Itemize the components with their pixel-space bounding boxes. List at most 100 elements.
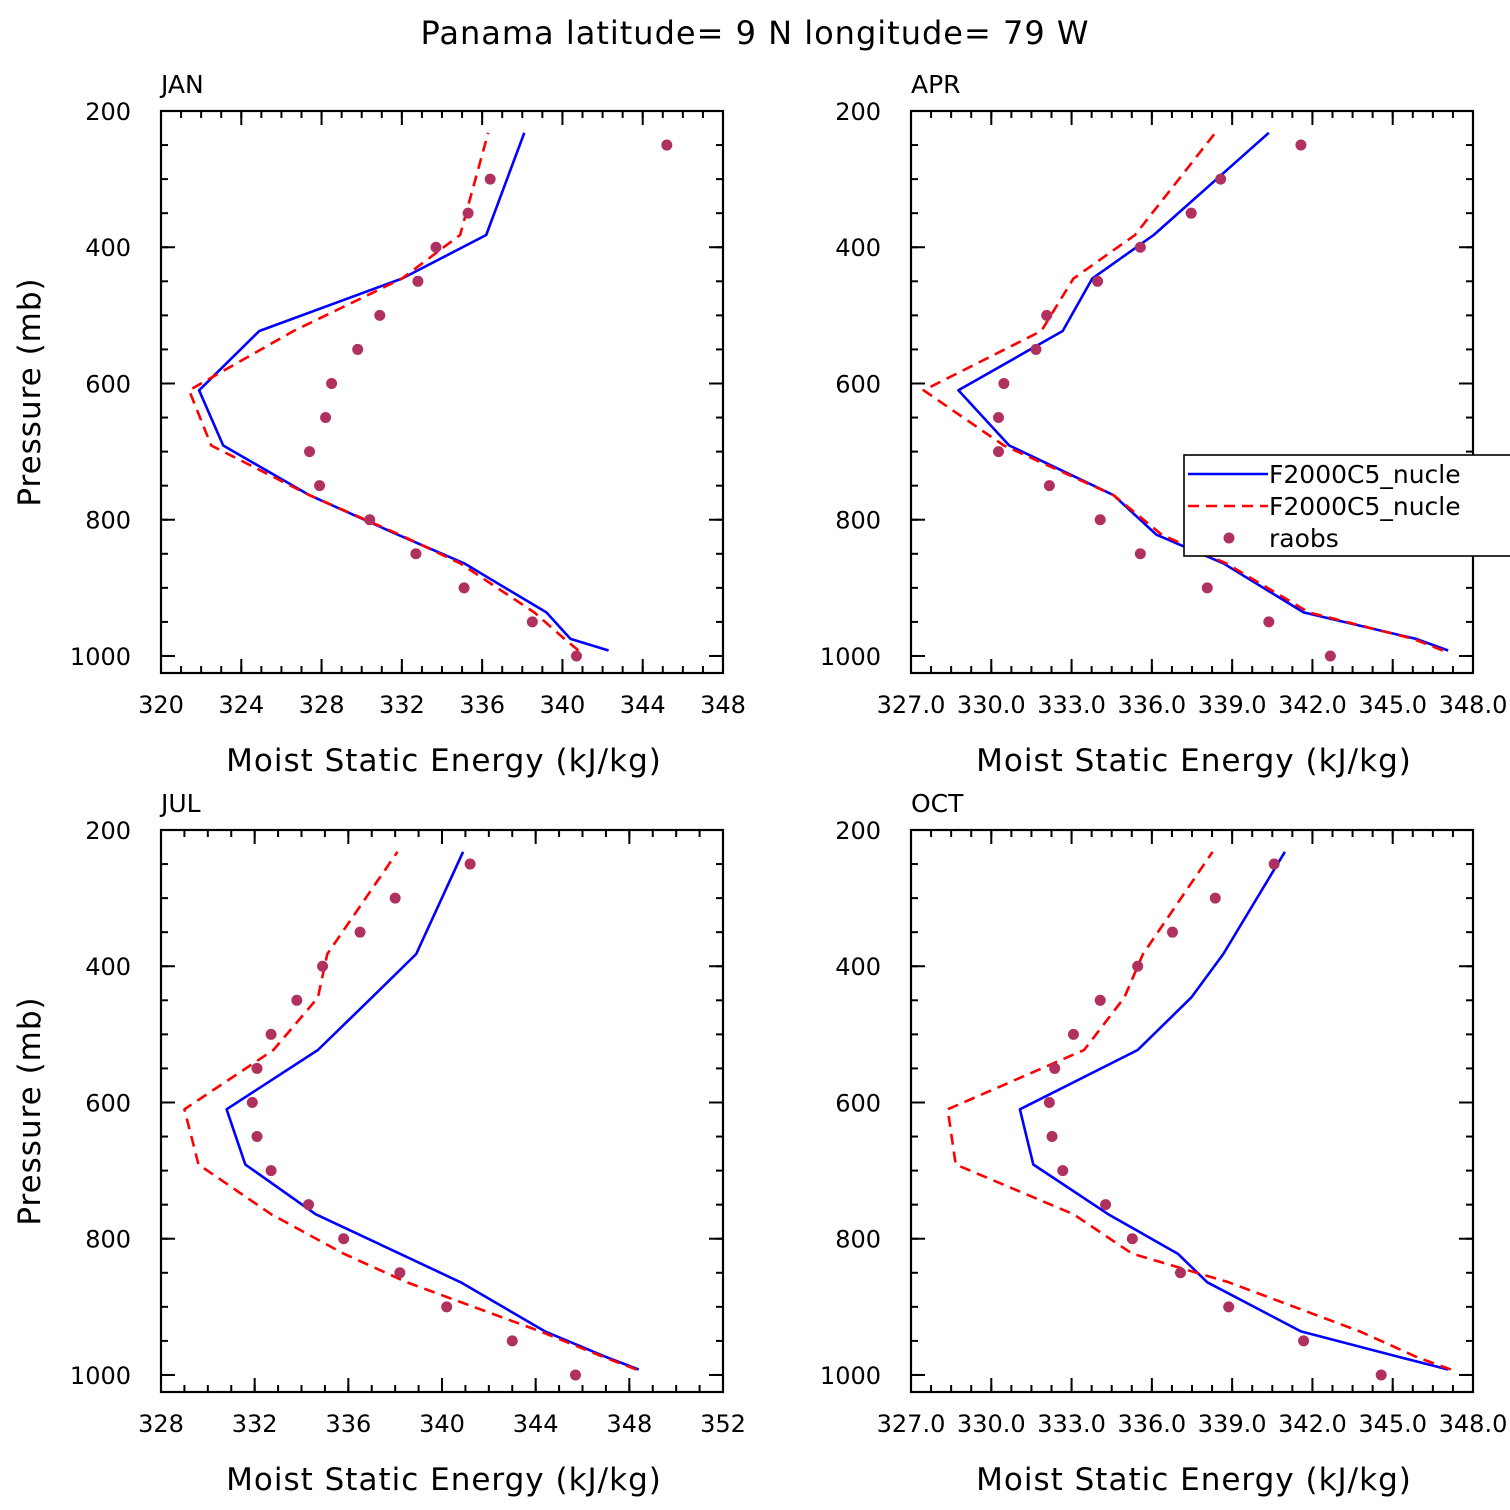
x-tick-label: 324 <box>218 691 264 719</box>
raobs-point <box>506 1335 518 1347</box>
y-tick-label: 1000 <box>70 643 131 671</box>
x-tick-label: 339.0 <box>1198 1410 1267 1438</box>
y-tick-label: 200 <box>835 98 881 126</box>
raobs-point <box>265 1028 277 1040</box>
raobs-point <box>1043 1096 1055 1108</box>
y-axis-label: Pressure (mb) <box>12 996 48 1225</box>
x-tick-label: 342.0 <box>1278 691 1347 719</box>
raobs-point <box>1263 616 1275 628</box>
raobs-point <box>352 343 364 355</box>
raobs-point <box>1041 309 1053 321</box>
raobs-point <box>1298 1335 1310 1347</box>
panel-oct: 327.0 330.0 333.0 336.0 339.0 342.0 345.0 348.0… <box>820 789 1507 1498</box>
y-tick-label: 200 <box>85 817 131 845</box>
plot-frame <box>909 109 1475 675</box>
raobs-point <box>998 377 1010 389</box>
raobs-point <box>569 1369 581 1381</box>
y-tick-label: 1000 <box>820 1362 881 1390</box>
raobs-point <box>1094 994 1106 1006</box>
figure-title: Panama latitude= 9 N longitude= 79 W <box>421 14 1090 52</box>
y-tick-label: 200 <box>85 98 131 126</box>
x-tick-label: 333.0 <box>1037 691 1106 719</box>
panel-apr: 327.0 330.0 333.0 336.0 339.0 342.0 345.0 348.0… <box>820 70 1507 779</box>
raobs-point <box>462 207 474 219</box>
raobs-point <box>374 309 386 321</box>
x-tick-label: 344 <box>620 691 666 719</box>
raobs-point <box>1132 960 1144 972</box>
series-line-solid <box>957 131 1449 652</box>
series-line-solid <box>225 851 640 1371</box>
panel-jan: 320 324 328 332 336 340 344 348 200 400 600 800 1000… <box>12 70 746 779</box>
panels: 320 324 328 332 336 340 344 348 200 400 600 800 1000… <box>12 70 1507 1498</box>
x-tick-label: 344 <box>513 1410 559 1438</box>
legend-label: raobs <box>1269 524 1339 553</box>
raobs-point <box>1174 1267 1186 1279</box>
raobs-point <box>251 1062 263 1074</box>
raobs-point <box>265 1165 277 1177</box>
x-tick-label: 342.0 <box>1278 1410 1347 1438</box>
raobs-point <box>1126 1233 1138 1245</box>
raobs-point <box>1049 1062 1061 1074</box>
raobs-point <box>410 548 422 560</box>
x-tick-label: 327.0 <box>877 691 946 719</box>
x-tick-label: 328 <box>138 1410 184 1438</box>
y-tick-label: 600 <box>835 1089 881 1117</box>
legend-box <box>1183 454 1510 557</box>
raobs-point <box>1046 1131 1058 1143</box>
x-tick-label: 348.0 <box>1439 1410 1508 1438</box>
raobs-point <box>1030 343 1042 355</box>
raobs-point <box>430 241 442 253</box>
x-tick-label: 340 <box>419 1410 465 1438</box>
x-tick-label: 330.0 <box>957 1410 1026 1438</box>
x-tick-label: 330.0 <box>957 691 1026 719</box>
raobs-point <box>291 994 303 1006</box>
raobs-point <box>1100 1199 1112 1211</box>
legend-label: F2000C5_nucle <box>1269 460 1461 489</box>
x-axis-label: Moist Static Energy (kJ/kg) <box>226 743 662 779</box>
series-line-dashed <box>922 131 1444 652</box>
raobs-point <box>364 514 376 526</box>
x-tick-label: 336 <box>325 1410 371 1438</box>
legend-label: F2000C5_nucle <box>1269 492 1461 521</box>
raobs-point <box>317 960 329 972</box>
x-tick-label: 348 <box>606 1410 652 1438</box>
raobs-point <box>441 1301 453 1313</box>
x-tick-label: 339.0 <box>1198 691 1267 719</box>
y-tick-label: 400 <box>835 953 881 981</box>
panel-title: OCT <box>911 789 964 818</box>
raobs-point <box>1295 139 1307 151</box>
raobs-point <box>1067 1028 1079 1040</box>
plot-frame <box>909 828 1475 1394</box>
y-tick-label: 600 <box>85 370 131 398</box>
series-line-solid <box>1018 851 1449 1371</box>
raobs-point <box>1134 241 1146 253</box>
raobs-point <box>464 858 476 870</box>
series-line-dashed <box>183 851 637 1371</box>
raobs-point <box>1223 1301 1235 1313</box>
raobs-point <box>1215 173 1227 185</box>
y-tick-label: 1000 <box>820 643 881 671</box>
raobs-point <box>661 139 673 151</box>
x-tick-label: 320 <box>138 691 184 719</box>
legend-marker <box>1223 532 1235 544</box>
raobs-point <box>1092 275 1104 287</box>
panel-title: JUL <box>159 789 201 818</box>
raobs-point <box>526 616 538 628</box>
x-tick-label: 332 <box>232 1410 278 1438</box>
y-tick-label: 400 <box>85 234 131 262</box>
panel-jul: 328 332 336 340 344 348 352 200 400 600 800 1000 JUL… <box>12 789 746 1498</box>
x-tick-label: 332 <box>379 691 425 719</box>
x-tick-label: 336 <box>459 691 505 719</box>
x-axis-label: Moist Static Energy (kJ/kg) <box>226 1462 662 1498</box>
y-axis-label: Pressure (mb) <box>12 277 48 506</box>
y-tick-label: 600 <box>85 1089 131 1117</box>
y-tick-label: 400 <box>85 953 131 981</box>
panel-title: APR <box>911 70 961 99</box>
raobs-point <box>304 446 316 458</box>
x-tick-label: 336.0 <box>1117 1410 1186 1438</box>
x-tick-label: 348.0 <box>1439 691 1508 719</box>
raobs-point <box>1201 582 1213 594</box>
raobs-point <box>314 480 326 492</box>
x-tick-label: 348 <box>700 691 746 719</box>
